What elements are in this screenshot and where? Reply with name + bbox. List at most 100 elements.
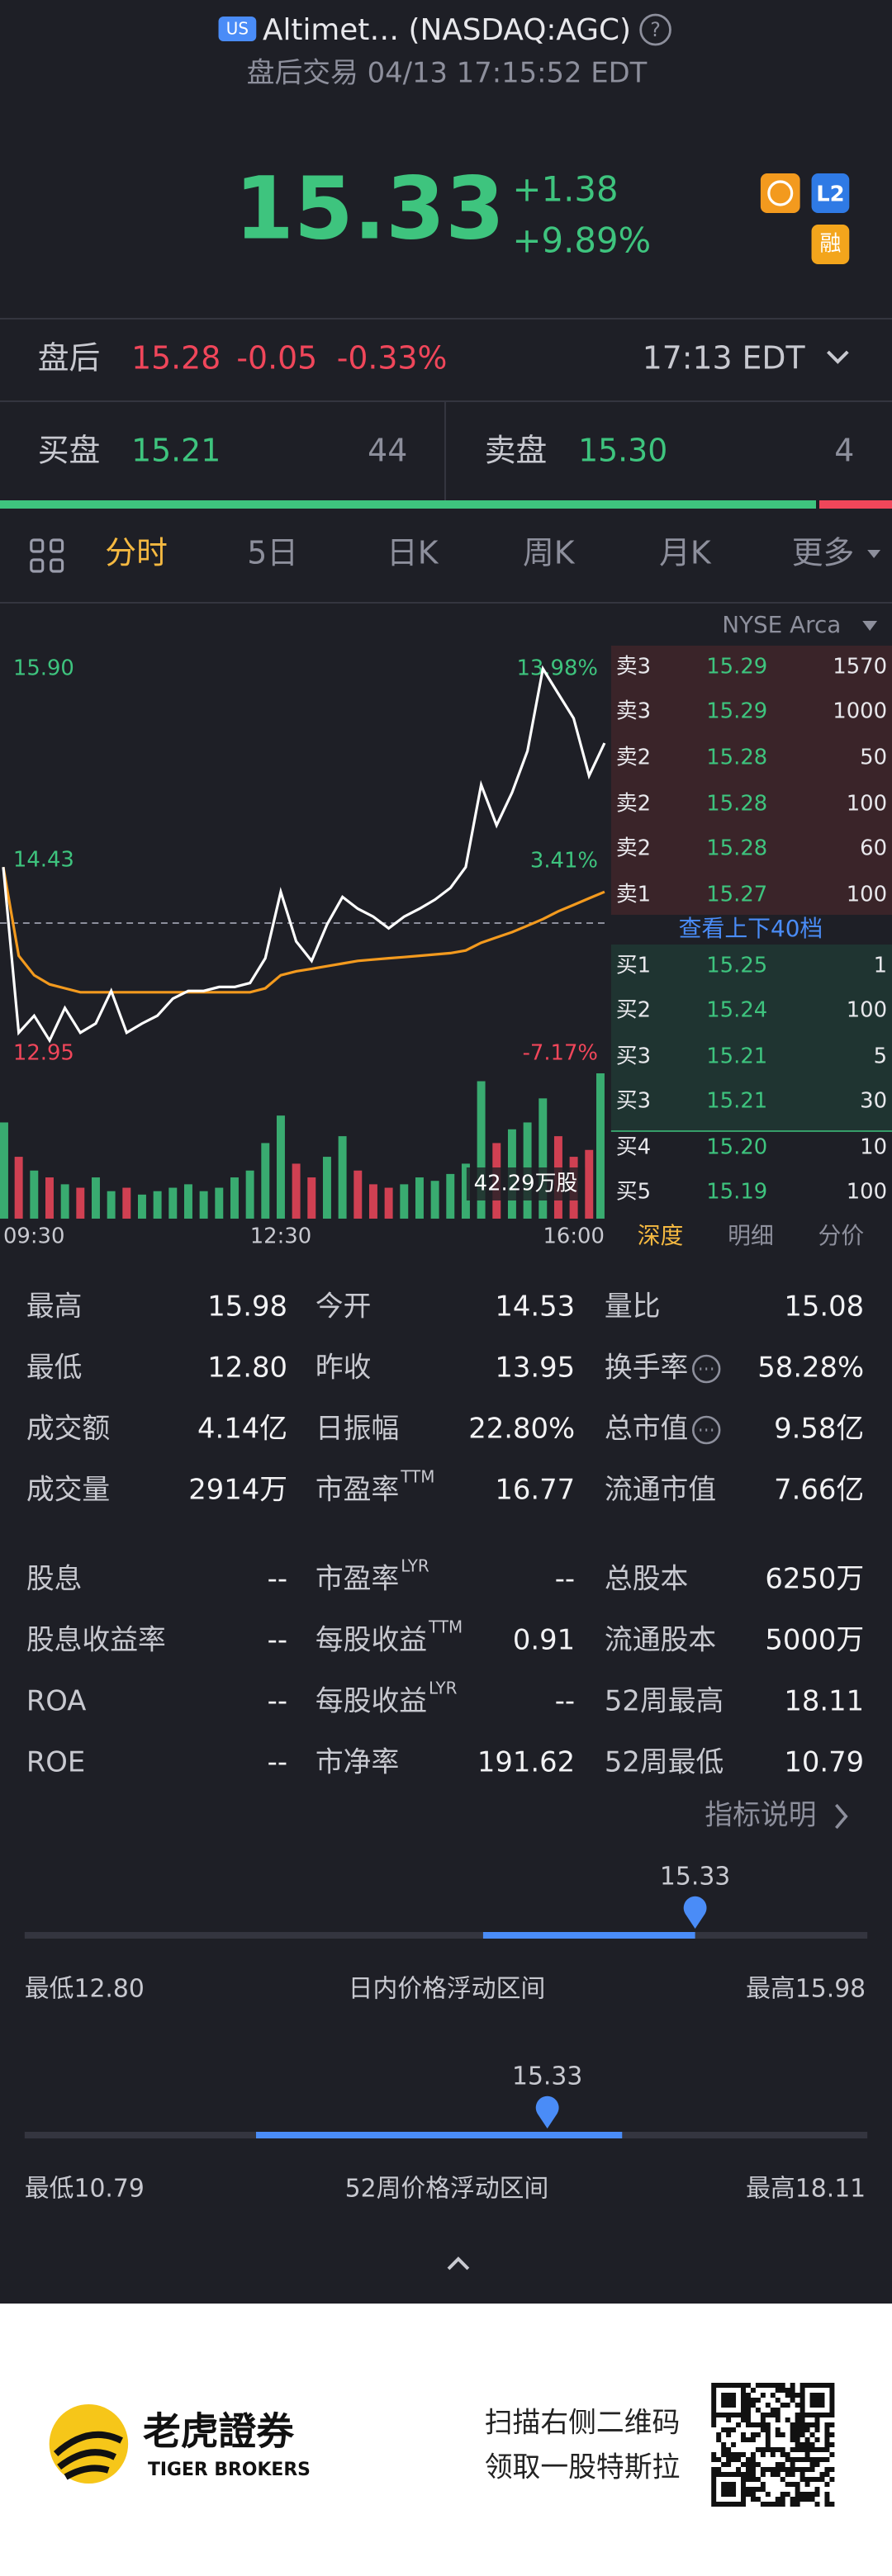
- bid-price: 15.24: [706, 997, 767, 1022]
- badge-icon: [760, 173, 800, 213]
- chart-tab[interactable]: 日K: [387, 534, 439, 571]
- bid-size: 5: [874, 1044, 887, 1068]
- venue[interactable]: NYSE Arca: [722, 611, 841, 638]
- volume-bar: [199, 1191, 208, 1219]
- chart-tab[interactable]: 更多: [792, 534, 855, 571]
- background: [0, 0, 892, 2304]
- price-change-pct: +9.89%: [513, 220, 652, 260]
- stat-label: 换手率: [605, 1351, 688, 1383]
- ask-size: 100: [847, 791, 887, 816]
- bid-size: 30: [860, 1088, 887, 1113]
- stat-value: 191.62: [477, 1745, 575, 1778]
- info-icon[interactable]: [692, 1415, 721, 1445]
- volume-bar: [261, 1143, 270, 1219]
- volume-bar: [168, 1187, 178, 1219]
- badge-l2-text: L2: [816, 182, 844, 206]
- stat-value: 4.14亿: [197, 1412, 287, 1444]
- stat-label: ROA: [26, 1684, 87, 1717]
- volume-bar: [292, 1163, 301, 1219]
- ask-size: 4: [834, 432, 854, 468]
- ask-price: 15.29: [706, 698, 767, 723]
- volume-bar: [338, 1136, 347, 1219]
- stat-label: 昨收: [316, 1351, 372, 1383]
- stat-label: 最高: [26, 1290, 83, 1322]
- brand-logo: [49, 2404, 129, 2484]
- promo-line: 领取一股特斯拉: [485, 2451, 681, 2483]
- help-icon-text[interactable]: ?: [650, 18, 661, 41]
- stat-label: 最低: [26, 1351, 83, 1383]
- chevron-down[interactable]: [827, 350, 849, 364]
- volume-bar: [60, 1184, 69, 1219]
- stat-label: 市净率: [316, 1745, 399, 1778]
- stat-value: 22.80%: [468, 1412, 575, 1444]
- volume-bar: [76, 1187, 85, 1219]
- volume-bar: [245, 1170, 254, 1219]
- ask-level: 卖3: [616, 654, 651, 679]
- volume-bar: [153, 1191, 162, 1219]
- stat-value: 15.08: [784, 1290, 864, 1322]
- indicator-chevron[interactable]: [835, 1803, 848, 1830]
- volume-bar: [415, 1177, 424, 1219]
- stat-label: 成交额: [26, 1412, 110, 1444]
- stat-value: 58.28%: [757, 1351, 864, 1383]
- bid-size: 44: [368, 432, 407, 468]
- volume-bar: [307, 1177, 316, 1219]
- ask-level: 卖1: [616, 882, 651, 907]
- stat-value: 6250万: [765, 1562, 864, 1594]
- range-low-value: 10.79: [74, 2174, 144, 2203]
- chart-tab[interactable]: 周K: [523, 534, 576, 571]
- volume-bar: [183, 1184, 192, 1219]
- stat-label: 日振幅: [316, 1412, 399, 1444]
- ask-level: 卖2: [616, 791, 651, 816]
- stat-label: ROE: [26, 1745, 85, 1778]
- bid-level: 买2: [616, 997, 651, 1022]
- chart-tab[interactable]: 分时: [105, 534, 168, 571]
- range-marker-label: 15.33: [660, 1862, 730, 1891]
- ask-price: 15.28: [706, 836, 767, 860]
- stat-label: 今开: [316, 1290, 372, 1322]
- qr-code: [711, 2383, 835, 2507]
- help-icon[interactable]: [639, 13, 671, 46]
- stat-value: 7.66亿: [774, 1473, 864, 1505]
- volume-bar: [137, 1194, 146, 1219]
- indicator-link[interactable]: 指标说明: [705, 1798, 816, 1830]
- range-track: [24, 1932, 868, 1939]
- more-triangle[interactable]: [867, 550, 881, 558]
- average-line: [2, 866, 605, 994]
- stat-value: 14.53: [495, 1290, 575, 1322]
- stat-value: 5000万: [765, 1623, 864, 1655]
- volume-bar: [368, 1184, 377, 1219]
- ask-size: 60: [860, 836, 887, 860]
- y2-tick-label: 3.41%: [530, 848, 598, 873]
- depth-link[interactable]: 查看上下40档: [679, 915, 823, 942]
- venue-triangle[interactable]: [862, 621, 878, 631]
- order-book-tab[interactable]: 分价: [818, 1222, 865, 1249]
- collapse-caret[interactable]: [447, 2256, 470, 2271]
- x-tick-label: 09:30: [3, 1224, 64, 1248]
- bids-background: [610, 945, 892, 1131]
- chart-tab[interactable]: 月K: [659, 534, 712, 571]
- bid-price: 15.21: [131, 432, 221, 468]
- stat-value: 13.95: [495, 1351, 575, 1383]
- volume-bar: [595, 1073, 605, 1219]
- bid-level: 买3: [616, 1088, 651, 1113]
- layout-icon[interactable]: [30, 538, 64, 573]
- volume-bar: [276, 1115, 285, 1219]
- bid-price: 15.20: [706, 1134, 767, 1159]
- order-book-tab[interactable]: 明细: [728, 1222, 774, 1249]
- order-book-tab[interactable]: 深度: [638, 1222, 684, 1249]
- info-icon[interactable]: [692, 1354, 721, 1384]
- range-marker-label: 15.33: [512, 2062, 582, 2091]
- y-tick-label: 15.90: [13, 656, 74, 680]
- after-hours-label: 盘后: [38, 339, 101, 376]
- stat-label: 流通股本: [605, 1623, 716, 1655]
- stat-value: 9.58亿: [774, 1412, 864, 1444]
- after-hours-change-pct: -0.33%: [337, 339, 448, 376]
- volume-bar: [230, 1177, 239, 1219]
- range-high-value: 18.11: [795, 2174, 866, 2203]
- volume-bar: [122, 1187, 131, 1219]
- range-low-label: 最低: [25, 2174, 74, 2203]
- chart-tab[interactable]: 5日: [247, 534, 298, 571]
- asks-background: [610, 646, 892, 915]
